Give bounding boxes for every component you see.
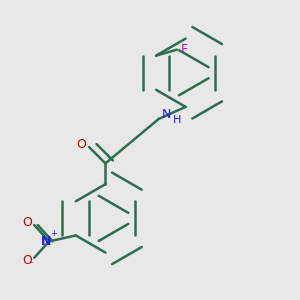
Text: F: F [181,43,188,56]
Text: O: O [77,138,87,151]
Text: H: H [172,115,181,125]
Text: N: N [41,235,51,248]
Text: ⁻: ⁻ [29,260,34,270]
Text: O: O [22,216,32,229]
Text: +: + [50,230,57,238]
Text: O: O [22,254,32,267]
Text: N: N [162,108,171,121]
